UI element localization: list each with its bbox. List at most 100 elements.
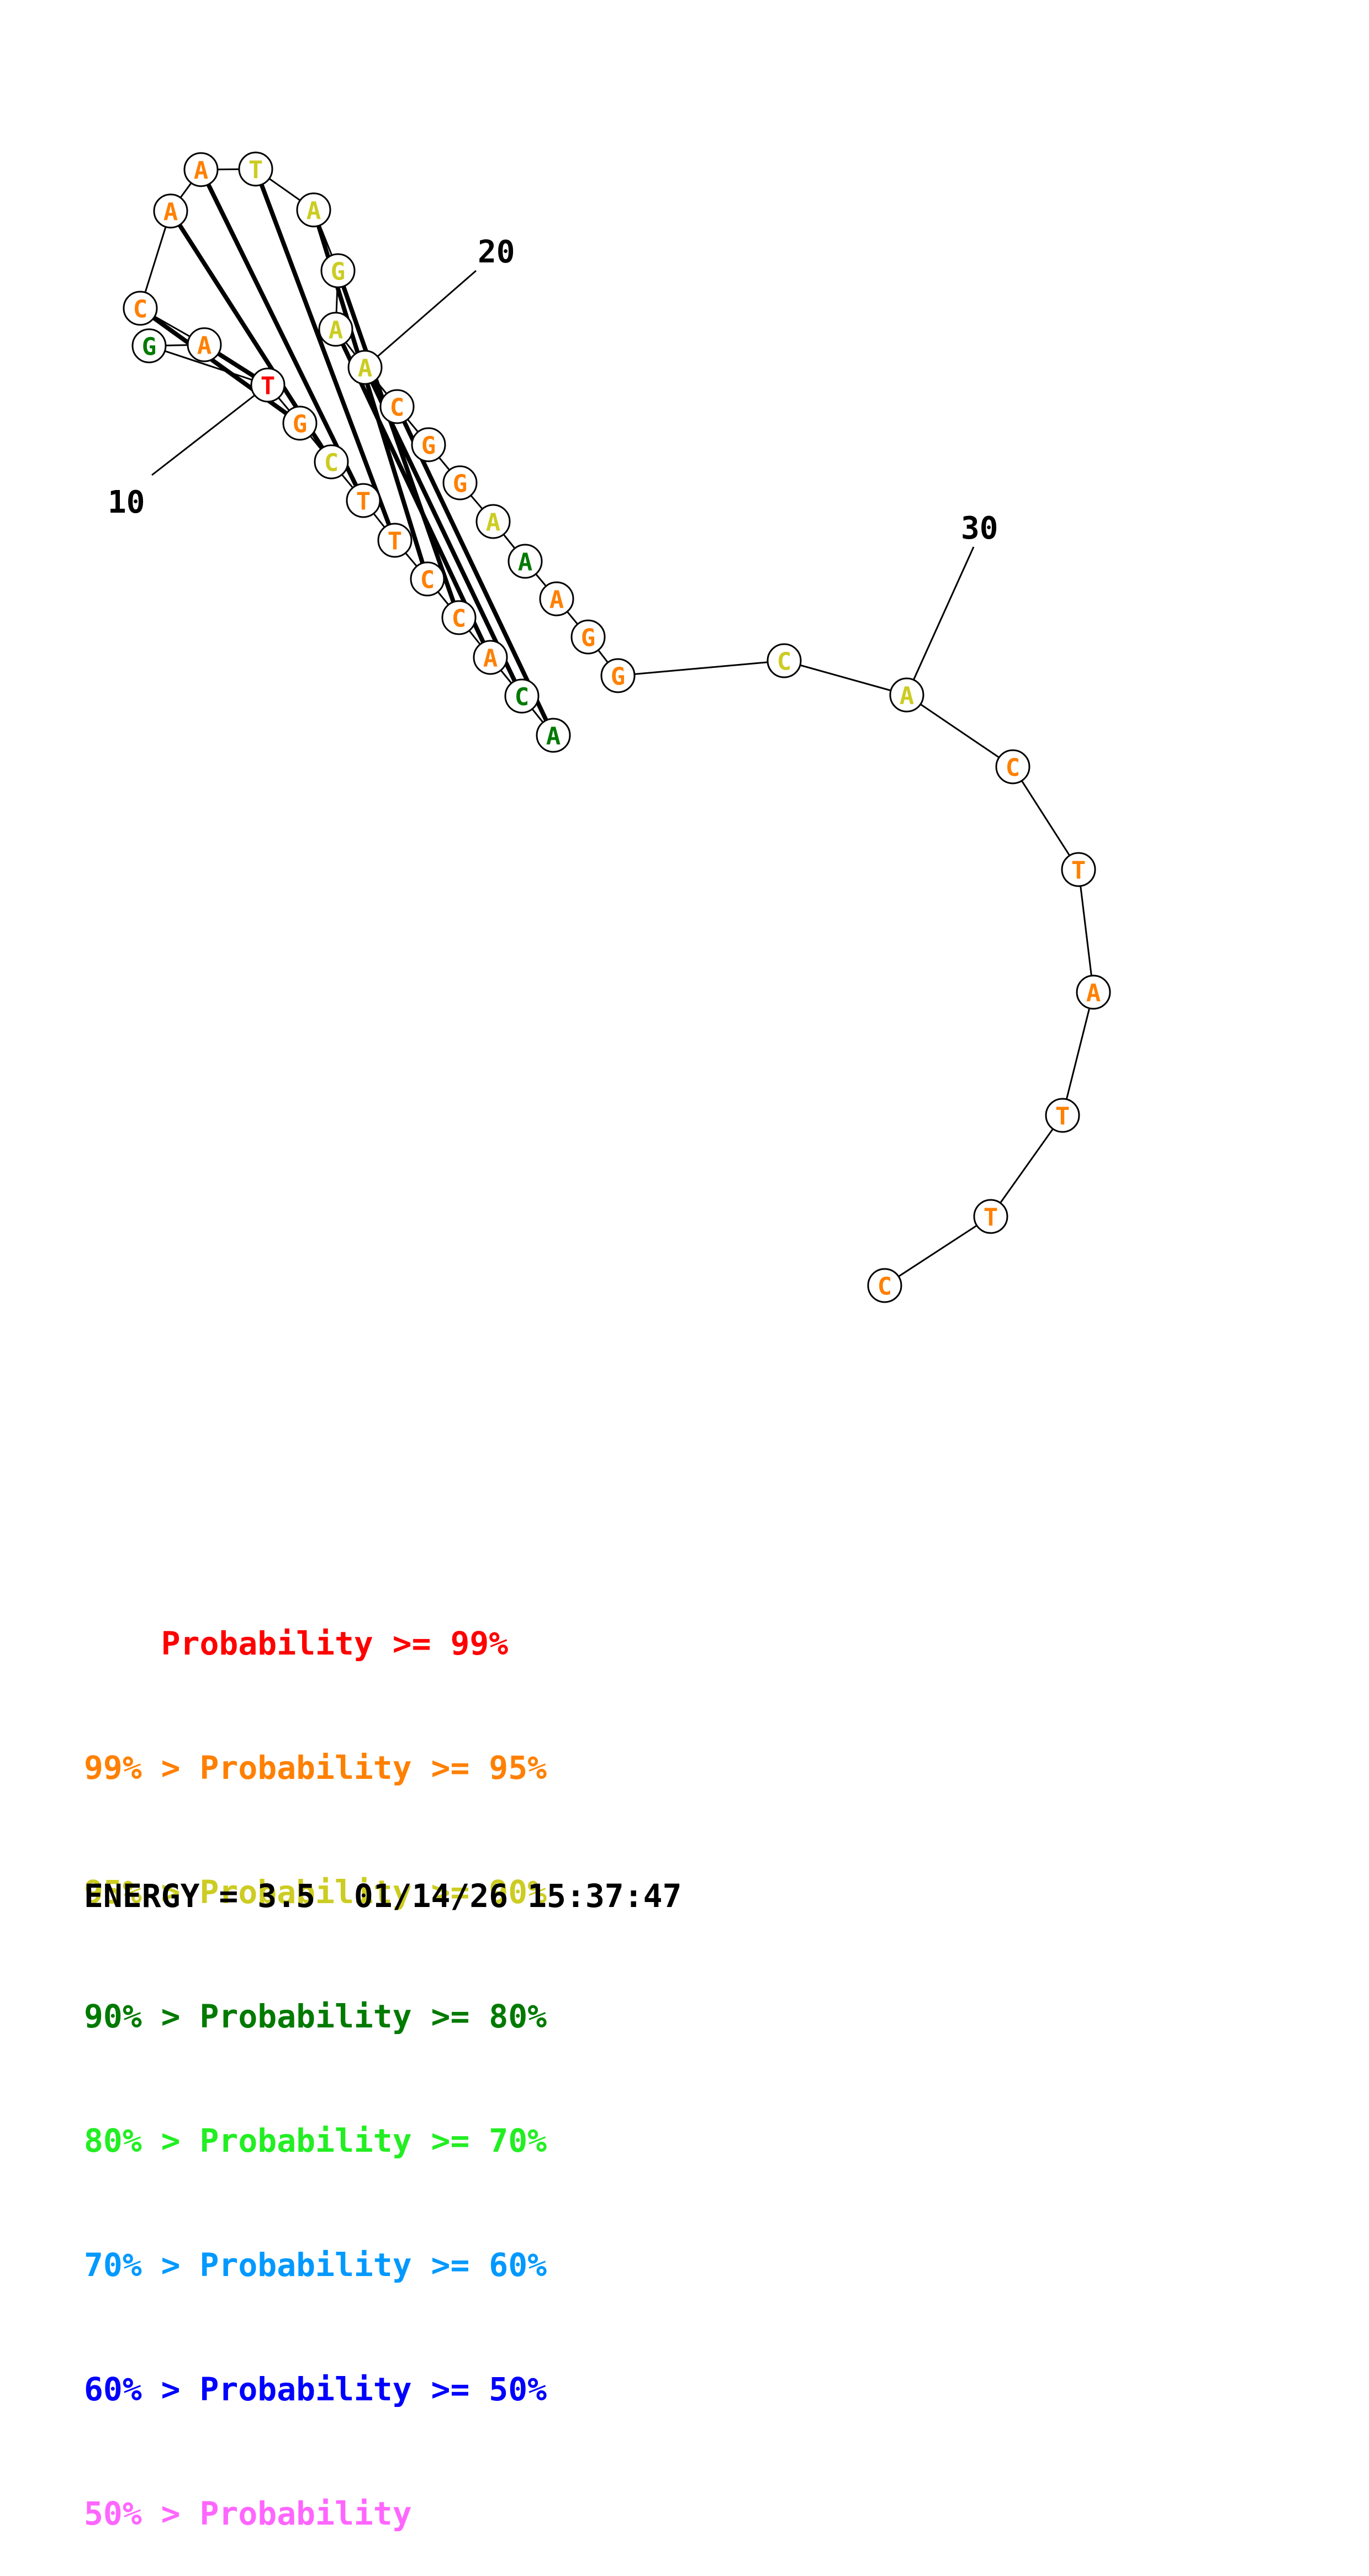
nucleotide: C xyxy=(867,1268,902,1303)
legend-entry: 70% > Probability >= 60% xyxy=(84,2246,547,2284)
nucleotide-letter: T xyxy=(984,1204,998,1232)
nucleotide: T xyxy=(250,367,286,403)
nucleotide-letter: G xyxy=(421,432,436,460)
nucleotide: A xyxy=(183,152,219,187)
backbone-link xyxy=(1061,992,1095,1116)
nucleotide-circle xyxy=(282,405,318,441)
nucleotide-circle xyxy=(379,389,415,424)
backbone-link xyxy=(1077,869,1095,993)
nucleotide-circle xyxy=(536,718,571,753)
nucleotide: C xyxy=(410,561,445,597)
nucleotide-circle xyxy=(377,523,413,558)
nucleotide: T xyxy=(1045,1098,1080,1133)
nucleotide: C xyxy=(504,678,540,714)
legend-entry: 90% > Probability >= 80% xyxy=(84,1998,547,2035)
base-pair-bond xyxy=(139,306,302,425)
nucleotide-circle xyxy=(473,640,508,675)
nucleotide-circle xyxy=(183,152,219,187)
nucleotide-letter: C xyxy=(1006,754,1021,782)
nucleotide-circle xyxy=(1045,1098,1080,1133)
nucleotide-letter: A xyxy=(1086,979,1101,1008)
position-tick xyxy=(906,546,975,696)
nucleotide-letter: C xyxy=(777,648,792,676)
nucleotide-letter: T xyxy=(261,372,276,401)
nucleotide: T xyxy=(1061,852,1096,887)
nucleotide: C xyxy=(995,749,1030,784)
nucleotide: A xyxy=(347,350,383,385)
nucleotide-circle xyxy=(314,444,349,480)
nucleotide-letter: T xyxy=(249,156,263,185)
nucleotide-circle xyxy=(600,658,636,693)
nucleotide-circle xyxy=(504,678,540,714)
position-label: 10 xyxy=(108,484,145,520)
nucleotide-circle xyxy=(973,1199,1008,1234)
legend-entry: 60% > Probability >= 50% xyxy=(84,2370,547,2408)
nucleotide-circle xyxy=(539,581,574,617)
nucleotide-circle xyxy=(296,192,331,228)
nucleotide-letter: C xyxy=(452,605,467,633)
nucleotide-circle xyxy=(123,291,158,326)
legend-entry: 95% > Probability >= 90% xyxy=(84,1873,547,1911)
nucleotide-circle xyxy=(508,544,543,579)
nucleotide-circle xyxy=(153,193,188,229)
base-pair-bond xyxy=(253,168,397,541)
nucleotide-letter: G xyxy=(331,258,346,286)
nucleotide-letter: A xyxy=(163,198,178,226)
nucleotide: A xyxy=(473,640,508,675)
energy-footer: ENERGY = 3.5 01/14/26 15:37:47 xyxy=(84,1877,682,1915)
nucleotide: A xyxy=(318,312,353,347)
backbone-link xyxy=(884,1215,991,1287)
nucleotide-circle xyxy=(889,677,924,713)
nucleotide: A xyxy=(153,193,188,229)
nucleotide: A xyxy=(187,327,222,362)
nucleotide: A xyxy=(508,544,543,579)
base-pair-bond xyxy=(336,270,461,619)
nucleotide-circle xyxy=(995,749,1030,784)
nucleotide-letter: C xyxy=(390,394,405,422)
nucleotide-letter: C xyxy=(420,566,435,594)
nucleotide: G xyxy=(600,658,636,693)
nucleotide-letter: A xyxy=(483,645,498,673)
nucleotide-letter: A xyxy=(306,197,321,225)
nucleotide: C xyxy=(314,444,349,480)
backbone-link xyxy=(906,694,1013,768)
nucleotide-circle xyxy=(1076,974,1111,1010)
nucleotide: A xyxy=(889,677,924,713)
nucleotide: T xyxy=(238,151,273,187)
nucleotide-letter: A xyxy=(358,355,373,383)
nucleotide-letter: A xyxy=(518,549,533,577)
backbone-link xyxy=(149,345,268,386)
nucleotide: T xyxy=(973,1199,1008,1234)
nucleotide: T xyxy=(346,483,381,518)
nucleotide-circle xyxy=(318,312,353,347)
position-tick xyxy=(151,384,268,476)
legend-entry: 50% > Probability xyxy=(84,2495,412,2532)
nucleotide-circle xyxy=(767,643,802,678)
nucleotide: G xyxy=(570,619,606,655)
nucleotide-letter: C xyxy=(515,683,530,712)
position-tick xyxy=(364,270,477,368)
nucleotide-circle xyxy=(346,483,381,518)
nucleotide-circle xyxy=(250,367,286,403)
nucleotide-circle xyxy=(320,253,356,288)
nucleotide-letter: G xyxy=(293,410,308,439)
nucleotide-circle xyxy=(1061,852,1096,887)
nucleotide-letter: G xyxy=(581,624,596,652)
nucleotide: G xyxy=(442,465,478,501)
position-label: 20 xyxy=(478,234,515,270)
nucleotide-circle xyxy=(441,600,477,635)
nucleotide: A xyxy=(296,192,331,228)
nucleotide: A xyxy=(1076,974,1111,1010)
nucleotide-letter: T xyxy=(356,488,371,516)
nucleotide-circle xyxy=(131,328,167,364)
nucleotide-letter: C xyxy=(133,296,148,324)
nucleotide-circle xyxy=(187,327,222,362)
backbone-link xyxy=(784,660,907,696)
nucleotide-letter: T xyxy=(1071,857,1086,885)
nucleotide: A xyxy=(536,718,571,753)
nucleotide-letter: G xyxy=(611,663,626,691)
nucleotide-circle xyxy=(867,1268,902,1303)
nucleotide: G xyxy=(411,427,446,462)
nucleotide-letter: A xyxy=(194,157,209,185)
probability-legend: Probability >= 99% 99% > Probability >= … xyxy=(84,1540,547,2576)
